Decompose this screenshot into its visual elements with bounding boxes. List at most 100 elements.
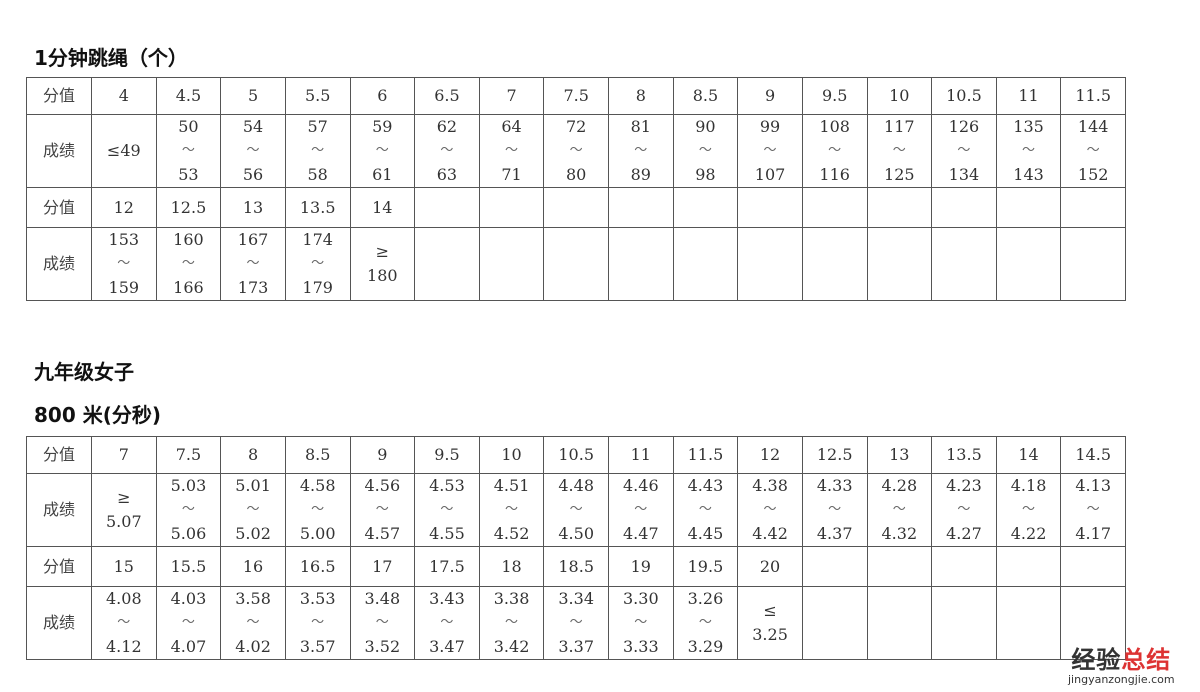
result-cell — [1060, 586, 1126, 660]
result-value: 3.53 — [299, 589, 336, 608]
range-separator: ～ — [311, 615, 325, 630]
result-value: 3.25 — [752, 625, 788, 644]
range-separator: ～ — [375, 615, 389, 630]
result-cell — [866, 586, 933, 660]
result-value: 174 — [302, 230, 333, 249]
result-value: 144 — [1077, 117, 1109, 136]
score-row: 分值 7 7.5 8 8.5 9 9.5 10 10.5 11 11.5 12 12.5 13 13.5 14… — [26, 436, 1126, 474]
score-cell: 4.5 — [155, 77, 222, 115]
result-value: 4.18 — [1010, 476, 1047, 495]
score-cell: 7 — [478, 77, 545, 115]
result-cell: 3.58 ～ 4.02 — [220, 586, 286, 660]
result-row-label: 成绩 — [26, 473, 92, 547]
range-separator: ～ — [957, 502, 971, 517]
result-value: 4.53 — [429, 476, 465, 495]
result-value: 160 — [173, 230, 204, 249]
score-cell: 11 — [995, 77, 1062, 115]
result-value: 4.27 — [946, 524, 982, 543]
result-value: 4.52 — [493, 524, 530, 543]
score-cell: 5 — [220, 77, 286, 115]
result-cell: 54 ～ 56 — [220, 114, 286, 188]
result-value: 72 — [566, 117, 587, 136]
score-cell: 18.5 — [543, 546, 609, 587]
score-cell: 7.5 — [543, 77, 609, 115]
score-cell — [414, 187, 480, 228]
range-separator: ～ — [634, 502, 648, 517]
range-separator: ～ — [698, 143, 712, 158]
result-value: 159 — [108, 278, 140, 297]
range-separator: ～ — [1022, 502, 1036, 517]
watermark-logo-right: 总结 — [1121, 646, 1172, 674]
score-cell: 13.5 — [931, 436, 997, 474]
score-cell — [608, 187, 674, 228]
range-separator: ～ — [311, 502, 325, 517]
result-value: 5.02 — [235, 524, 271, 543]
result-value: 117 — [884, 117, 915, 136]
score-cell: 11.5 — [1060, 77, 1126, 115]
result-value: 167 — [237, 230, 269, 249]
score-cell: 11 — [608, 436, 674, 474]
result-value: 3.34 — [558, 589, 594, 608]
result-value: ≥ — [375, 242, 390, 261]
score-row: 分值 12 12.5 13 13.5 14 — [26, 187, 1126, 228]
result-value: 3.52 — [364, 637, 401, 656]
range-separator: ～ — [763, 143, 777, 158]
score-cell: 8 — [220, 436, 286, 474]
result-value: 4.23 — [946, 476, 982, 495]
score-cell — [931, 187, 997, 228]
result-value: 61 — [372, 165, 393, 184]
range-separator: ～ — [505, 143, 519, 158]
score-cell: 10 — [866, 77, 933, 115]
score-cell: 6 — [349, 77, 416, 115]
result-value: 4.43 — [687, 476, 724, 495]
result-value: 107 — [754, 165, 786, 184]
result-row-label: 成绩 — [26, 227, 92, 301]
score-row-label: 分值 — [26, 436, 92, 474]
result-value: 54 — [242, 117, 264, 136]
watermark-url: jingyanzongjie.com — [1068, 673, 1175, 686]
score-cell: 13.5 — [284, 187, 351, 228]
result-cell — [995, 227, 1062, 301]
score-cell: 8 — [608, 77, 674, 115]
result-value: 4.46 — [623, 476, 659, 495]
result-value: 4.12 — [106, 637, 142, 656]
result-value: 63 — [436, 165, 458, 184]
result-cell: 3.38 ～ 3.42 — [478, 586, 545, 660]
result-value: 3.48 — [364, 589, 401, 608]
result-value: 89 — [630, 165, 651, 184]
range-separator: ～ — [181, 143, 195, 158]
result-value: 59 — [372, 117, 393, 136]
result-value: 81 — [630, 117, 651, 136]
result-cell: 126 ～ 134 — [931, 114, 997, 188]
result-value: 4.07 — [170, 637, 207, 656]
range-separator: ～ — [246, 502, 260, 517]
result-cell: 4.51 ～ 4.52 — [478, 473, 545, 547]
range-separator: ～ — [117, 256, 131, 271]
score-cell: 7 — [91, 436, 157, 474]
result-cell — [608, 227, 674, 301]
score-cell: 6.5 — [414, 77, 480, 115]
range-separator: ～ — [181, 615, 195, 630]
result-value: 3.26 — [687, 589, 724, 608]
result-cell: 5.01 ～ 5.02 — [220, 473, 286, 547]
score-cell: 17.5 — [414, 546, 480, 587]
range-separator: ～ — [569, 615, 583, 630]
result-value: 4.55 — [429, 524, 465, 543]
result-cell: 4.38 ～ 4.42 — [737, 473, 803, 547]
score-cell: 5.5 — [284, 77, 351, 115]
range-separator: ～ — [246, 143, 260, 158]
result-value: 56 — [242, 165, 264, 184]
score-cell: 9 — [737, 77, 803, 115]
range-separator: ～ — [375, 502, 389, 517]
score-cell — [543, 187, 609, 228]
result-cell: 62 ～ 63 — [414, 114, 480, 188]
score-cell — [672, 187, 739, 228]
score-cell: 19.5 — [672, 546, 739, 587]
watermark-logo: 经验总结 jingyanzongjie.com — [1068, 640, 1175, 686]
score-row: 分值 15 15.5 16 16.5 17 17.5 18 18.5 19 19.5 20 — [26, 546, 1126, 587]
result-cell: 4.03 ～ 4.07 — [155, 586, 222, 660]
score-cell: 12 — [91, 187, 157, 228]
result-value: 108 — [819, 117, 850, 136]
score-cell: 7.5 — [155, 436, 222, 474]
result-cell: 4.46 ～ 4.47 — [608, 473, 674, 547]
